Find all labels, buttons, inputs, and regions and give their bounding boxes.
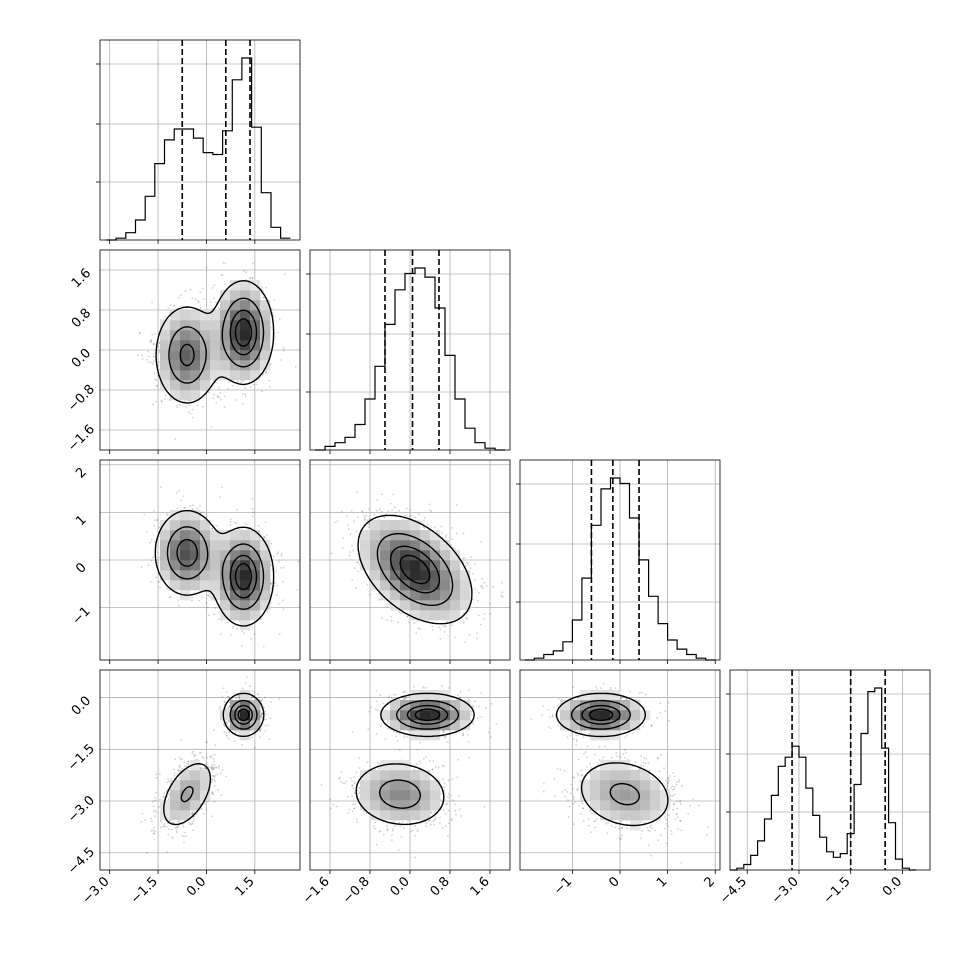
x-tick-label: 0.0 (880, 874, 905, 899)
y-tick-label: 2 (73, 465, 89, 481)
x-tick-label: 0 (606, 874, 622, 890)
histogram-3-steps (730, 687, 917, 871)
x-tick-label: 1.6 (468, 874, 493, 899)
x-tick-label: −3.0 (80, 874, 113, 907)
joint-1-2 (309, 459, 511, 664)
y-tick-label: 1.6 (69, 266, 94, 291)
joint-2-3-contour-2 (581, 704, 621, 725)
joint-0-1-contour-3 (234, 318, 253, 347)
joint-0-2 (99, 459, 301, 664)
x-tick-label: −1.6 (300, 874, 333, 907)
joint-0-3-frame (99, 669, 301, 871)
y-tick-label: 0.0 (69, 693, 94, 718)
histogram-0-background (100, 40, 300, 240)
joint-1-3-content (320, 685, 498, 859)
joint-0-3-contour-2 (234, 704, 253, 725)
x-tick-label: −0.8 (340, 874, 373, 907)
y-tick-label: −4.5 (65, 845, 98, 878)
joint-0-3-contour-3 (237, 708, 250, 722)
x-tick-label: 0.0 (388, 874, 413, 899)
y-tick-label: −1 (69, 604, 93, 628)
joint-2-3 (519, 669, 721, 874)
joint-0-1-contour-1 (168, 297, 265, 384)
x-tick-label: −1.5 (128, 874, 161, 907)
x-tick-label: −3.0 (769, 874, 802, 907)
histogram-0-steps (106, 57, 291, 241)
y-tick-label: −3.0 (65, 793, 98, 826)
x-tick-label: 1 (654, 874, 670, 890)
joint-0-1-frame (99, 249, 301, 451)
joint-2-3-contour-3 (588, 708, 614, 722)
x-tick-label: −4.5 (717, 874, 750, 907)
joint-0-2-contour-3 (234, 563, 253, 591)
y-tick-label: 0 (73, 560, 89, 576)
joint-0-3 (99, 669, 301, 874)
histogram-3-frame (729, 669, 931, 871)
y-tick-label: 0.0 (69, 346, 94, 371)
joint-2-3-contour-0 (555, 692, 669, 827)
joint-0-3-contour-0 (163, 692, 265, 826)
y-tick-label: −0.8 (65, 382, 98, 415)
joint-2-3-content (530, 683, 709, 864)
y-tick-label: 0.8 (69, 306, 94, 331)
joint-1-3-contour-2 (406, 704, 449, 725)
panels-layer (96, 39, 931, 874)
joint-0-1-contour-2 (179, 309, 258, 367)
histogram-2-steps (524, 477, 716, 661)
joint-0-2-content (140, 486, 300, 648)
y-tick-label: −1.5 (65, 741, 98, 774)
histogram-3 (726, 669, 931, 874)
histogram-0-frame (99, 39, 301, 241)
joint-0-2-contour-0 (154, 509, 275, 627)
joint-0-1-contour-0 (155, 280, 275, 404)
x-tick-label: −1 (551, 874, 575, 898)
joint-2-3-density-fill (560, 690, 671, 831)
joint-0-2-contour-2 (176, 538, 258, 599)
joint-1-3-contour-0 (355, 692, 475, 826)
joint-1-3-contour-3 (414, 708, 441, 722)
y-tick-label: −1.6 (65, 422, 98, 455)
joint-0-2-frame (99, 459, 301, 661)
joint-0-1 (99, 249, 301, 454)
joint-2-3-contour-1 (570, 699, 640, 806)
histogram-1-steps (315, 267, 505, 451)
y-tick-label: 1 (73, 513, 89, 529)
joint-0-3-content (140, 676, 281, 854)
histogram-2 (516, 459, 721, 664)
joint-1-2-contour-1 (376, 533, 454, 606)
histogram-3-background (730, 670, 930, 870)
x-tick-label: 1.5 (232, 874, 257, 899)
x-tick-label: −1.5 (821, 874, 854, 907)
joint-0-2-contour-1 (166, 526, 265, 610)
joint-1-3-contour-1 (378, 699, 459, 809)
joint-0-2-density-fill (160, 510, 271, 631)
x-tick-label: 0.8 (428, 874, 453, 899)
joint-0-3-contour-1 (180, 699, 258, 803)
histogram-0 (96, 39, 301, 244)
joint-1-2-content (330, 491, 504, 644)
joint-1-2-contour-2 (389, 545, 441, 594)
joint-1-2-contour-3 (399, 554, 431, 585)
histogram-1 (306, 249, 511, 454)
joint-1-2-contour-0 (357, 514, 473, 625)
x-tick-label: 0.0 (184, 874, 209, 899)
joint-1-3 (309, 669, 511, 874)
x-tick-label: 2 (702, 874, 718, 890)
joint-0-1-content (137, 262, 297, 441)
